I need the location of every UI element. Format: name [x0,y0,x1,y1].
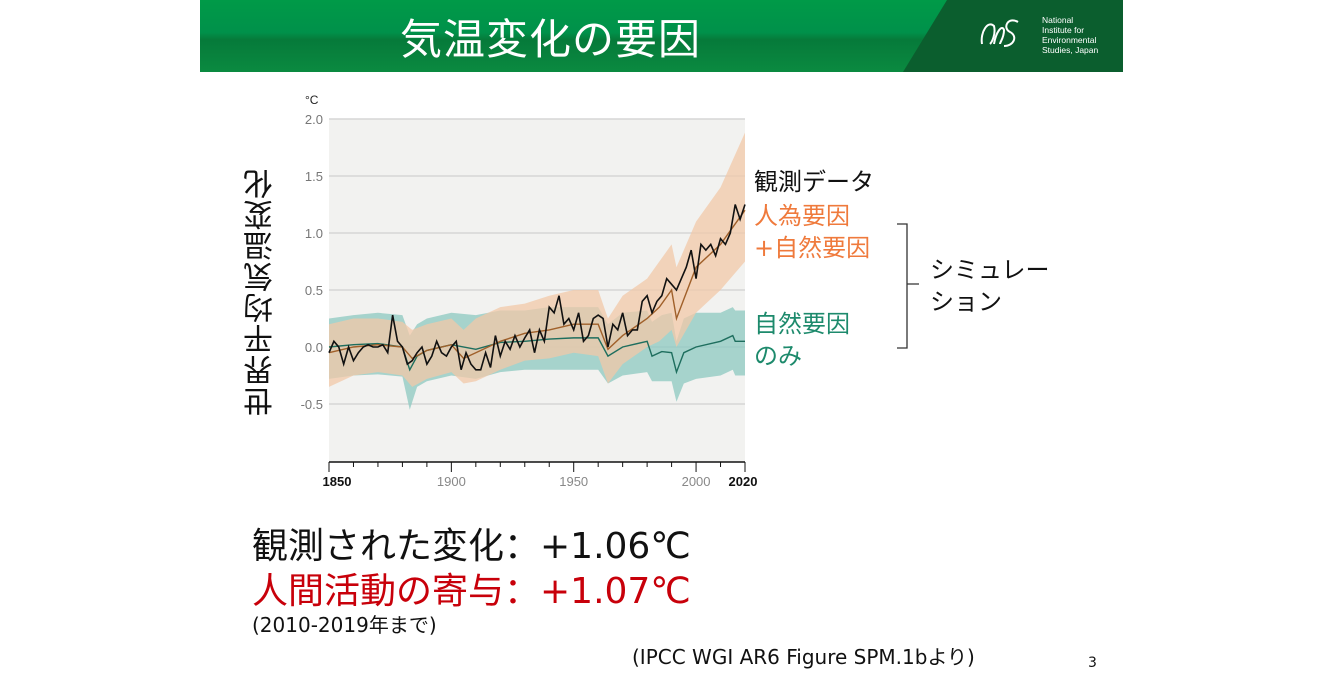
y-tick-label: 0.5 [305,283,323,298]
y-unit-label: °C [305,93,319,107]
logo-line: Institute for [1042,25,1085,35]
line-natural [328,334,745,375]
y-tick-label: -0.5 [301,397,323,412]
legend-human-natural-1: 人為要因 [754,202,850,230]
simulation-bracket [897,223,919,349]
line-observed [328,204,746,371]
x-tick-label: 2020 [729,474,758,489]
legend-human-natural-2: +自然要因 [754,234,871,262]
page-number: 3 [1088,655,1097,671]
legend-natural-1: 自然要因 [754,310,850,338]
slide-title: 気温変化の要因 [400,15,702,64]
y-tick-label: 2.0 [305,112,323,127]
logo-text: National Institute for Environmental Stu… [1042,15,1098,55]
legend-observed: 観測データ [754,168,874,196]
human-contribution: 人間活動の寄与：+1.07℃ [252,571,691,612]
x-tick-label: 2000 [682,474,711,489]
y-tick-label: 1.0 [305,226,323,241]
observed-change: 観測された変化：+1.06℃ [252,526,691,567]
legend-natural-2: のみ [754,342,802,370]
citation: (IPCC WGI AR6 Figure SPM.1bより) [632,645,975,669]
logo-line: National [1042,15,1074,25]
period-note: (2010-2019年まで) [252,613,437,637]
simulation-label-1: シミュレー [930,256,1050,284]
x-tick-label: 1850 [323,474,352,489]
y-tick-label: 1.5 [305,169,323,184]
line-human-natural [328,209,746,360]
logo-line: Studies, Japan [1042,45,1099,55]
simulation-label-2: ション [930,288,1002,316]
x-tick-label: 1900 [437,474,466,489]
nies-logo-icon [980,19,1019,47]
y-tick-label: 0.0 [305,340,323,355]
logo-line: Environmental [1042,35,1097,45]
x-tick-label: 1950 [559,474,588,489]
